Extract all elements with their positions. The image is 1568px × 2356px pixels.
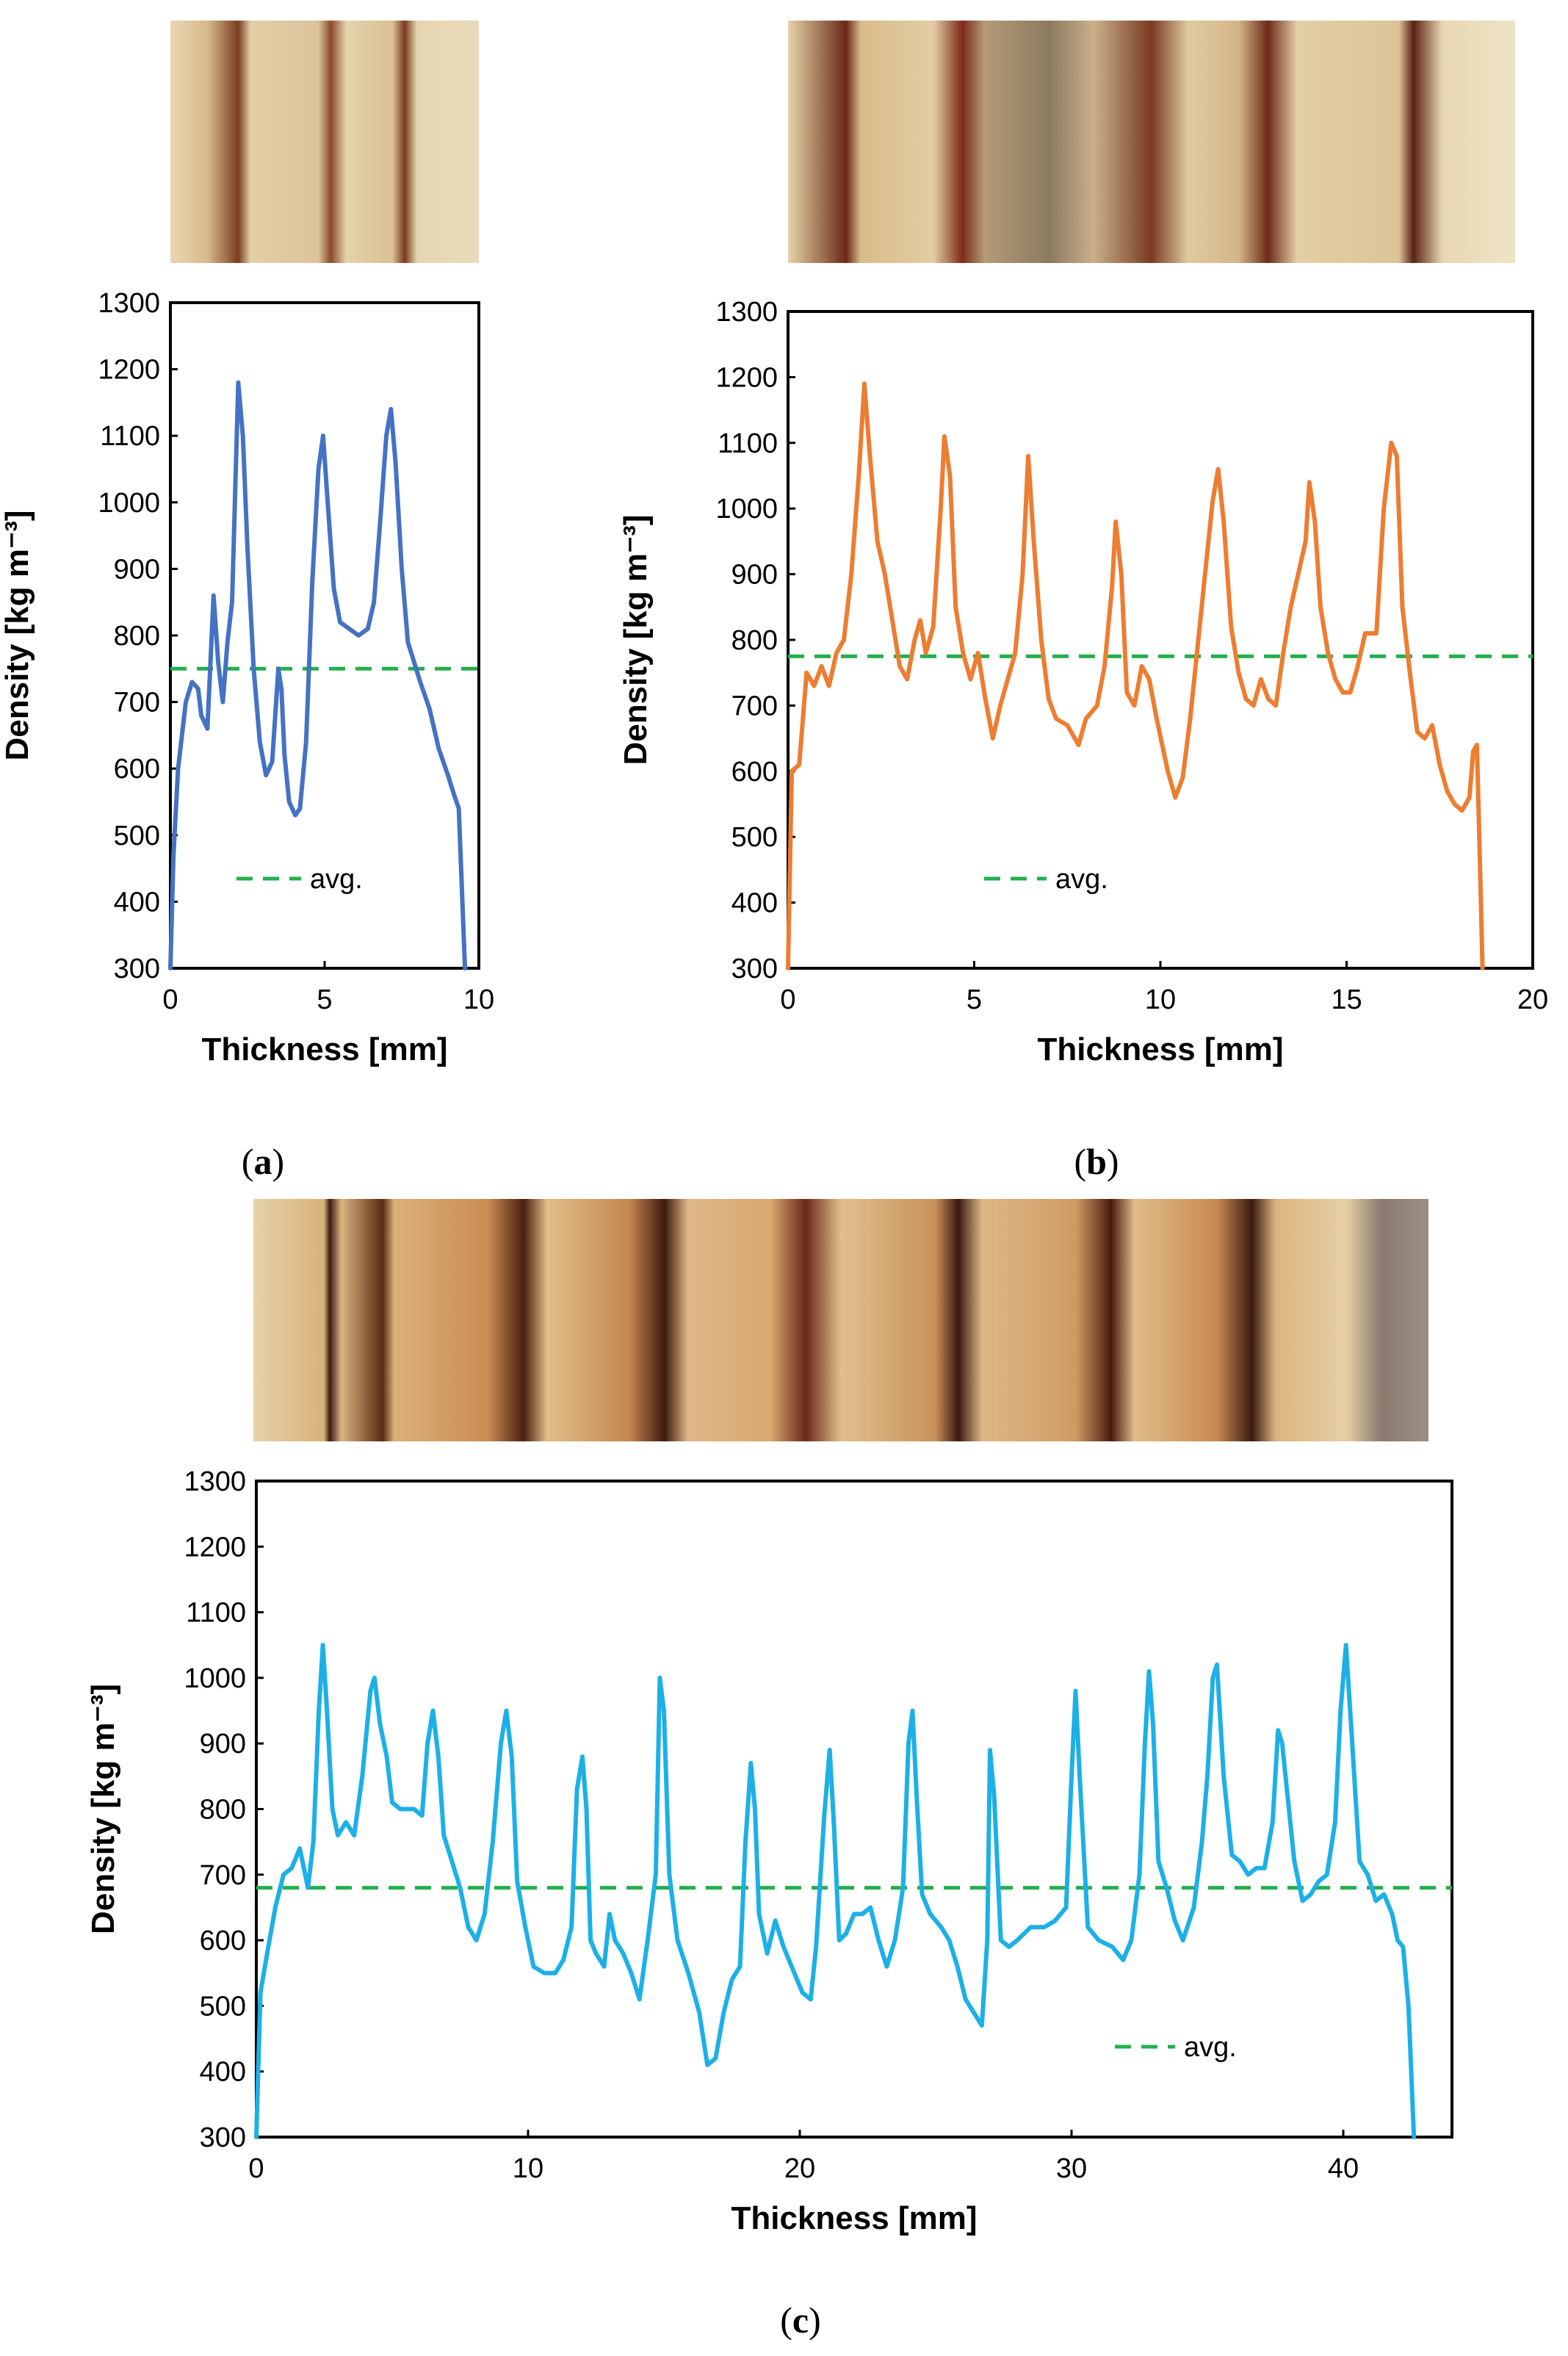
legend-label-b: avg. <box>1055 864 1108 895</box>
y-tick-label-c: 900 <box>200 1729 246 1759</box>
x-tick-label-b: 5 <box>967 984 982 1015</box>
wood-sample-image-a <box>170 21 479 263</box>
chart-c: 300 400 500 600 700 800 900 1000 1100 1200 1300 0 10… <box>85 1466 1453 2236</box>
x-tick-label-c: 10 <box>513 2153 543 2184</box>
y-tick-label-a: 700 <box>114 688 160 718</box>
legend-label-c: avg. <box>1184 2032 1237 2063</box>
y-tick-label-c: 700 <box>200 1860 246 1891</box>
y-tick-label-a: 900 <box>114 554 160 585</box>
x-tick-label-c: 30 <box>1056 2153 1087 2184</box>
y-tick-label-c: 1300 <box>184 1466 246 1497</box>
x-tick-label-b: 0 <box>780 984 795 1015</box>
chart-b: 300 400 500 600 700 800 900 1000 1100 1200 1300 0 5 1… <box>618 297 1548 1067</box>
wood-sample-image-b <box>788 21 1515 263</box>
density-line-a <box>168 380 468 970</box>
x-axis-title-c: Thickness [mm] <box>731 2200 978 2236</box>
panel-a-open: ( <box>242 1141 254 1182</box>
x-tick-label-a: 0 <box>162 984 178 1015</box>
y-tick-label-b: 900 <box>731 560 778 591</box>
y-tick-label-c: 500 <box>200 1991 246 2022</box>
y-tick-label-b: 1200 <box>715 362 778 393</box>
x-tick-label-a: 10 <box>463 984 494 1015</box>
panel-label-a: (a) <box>242 1141 284 1182</box>
panel-b-open: ( <box>1074 1141 1086 1182</box>
y-tick-label-a: 1200 <box>98 355 160 386</box>
x-axis-title-b: Thickness [mm] <box>1038 1031 1284 1067</box>
density-line-c <box>254 1643 1417 2139</box>
y-tick-label-b: 600 <box>731 757 778 788</box>
x-tick-label-c: 40 <box>1328 2153 1359 2184</box>
panel-c-open: ( <box>780 2299 792 2341</box>
density-line-b <box>786 381 1485 970</box>
panel-c-letter: c <box>792 2299 809 2341</box>
y-tick-label-b: 500 <box>731 822 778 853</box>
panel-b-letter: b <box>1086 1141 1107 1182</box>
wood-sample-image-c <box>253 1199 1428 1441</box>
y-tick-label-a: 1100 <box>100 421 160 452</box>
y-tick-label-b: 1100 <box>718 428 778 459</box>
y-tick-label-c: 1100 <box>186 1598 246 1629</box>
y-tick-label-b: 1300 <box>715 297 778 328</box>
legend-label-a: avg. <box>310 864 363 895</box>
panel-a-close: ) <box>272 1141 285 1182</box>
panel-b-close: ) <box>1107 1141 1119 1182</box>
y-tick-label-c: 600 <box>200 1925 246 1956</box>
plot-frame-b <box>787 310 1534 970</box>
x-tick-label-b: 20 <box>1517 984 1548 1015</box>
y-tick-label-a: 800 <box>114 621 160 652</box>
x-tick-label-c: 20 <box>784 2153 815 2184</box>
x-tick-label-b: 10 <box>1145 984 1176 1015</box>
panel-a-letter: a <box>254 1141 272 1182</box>
x-axis-title-a: Thickness [mm] <box>202 1031 448 1067</box>
y-tick-label-c: 1000 <box>184 1663 246 1694</box>
y-tick-label-a: 500 <box>114 821 160 851</box>
y-tick-label-a: 1300 <box>98 288 160 319</box>
y-tick-label-b: 400 <box>731 888 778 919</box>
x-tick-label-b: 15 <box>1331 984 1362 1015</box>
y-tick-label-b: 300 <box>731 954 778 984</box>
y-axis-title-a: Density [kg m⁻³] <box>0 510 35 760</box>
x-tick-label-a: 5 <box>317 984 332 1015</box>
chart-a: 300 400 500 600 700 800 900 1000 1100 1200 1300 0 5 1… <box>0 288 494 1067</box>
y-tick-label-a: 400 <box>114 887 160 918</box>
y-tick-label-c: 400 <box>200 2057 246 2088</box>
panel-c-close: ) <box>809 2299 821 2341</box>
y-tick-label-c: 800 <box>200 1795 246 1826</box>
y-tick-label-b: 700 <box>731 691 778 721</box>
y-tick-label-b: 1000 <box>715 494 778 525</box>
x-tick-label-c: 0 <box>248 2153 264 2184</box>
y-tick-label-a: 600 <box>114 754 160 785</box>
y-tick-label-c: 300 <box>200 2122 246 2153</box>
y-axis-title-c: Density [kg m⁻³] <box>85 1684 121 1934</box>
panel-label-c: (c) <box>780 2299 821 2341</box>
y-tick-label-c: 1200 <box>184 1532 246 1563</box>
y-tick-label-a: 1000 <box>98 488 160 519</box>
panel-label-b: (b) <box>1074 1141 1119 1182</box>
y-tick-label-a: 300 <box>114 954 160 984</box>
y-axis-title-b: Density [kg m⁻³] <box>618 514 654 765</box>
y-tick-label-b: 800 <box>731 625 778 656</box>
